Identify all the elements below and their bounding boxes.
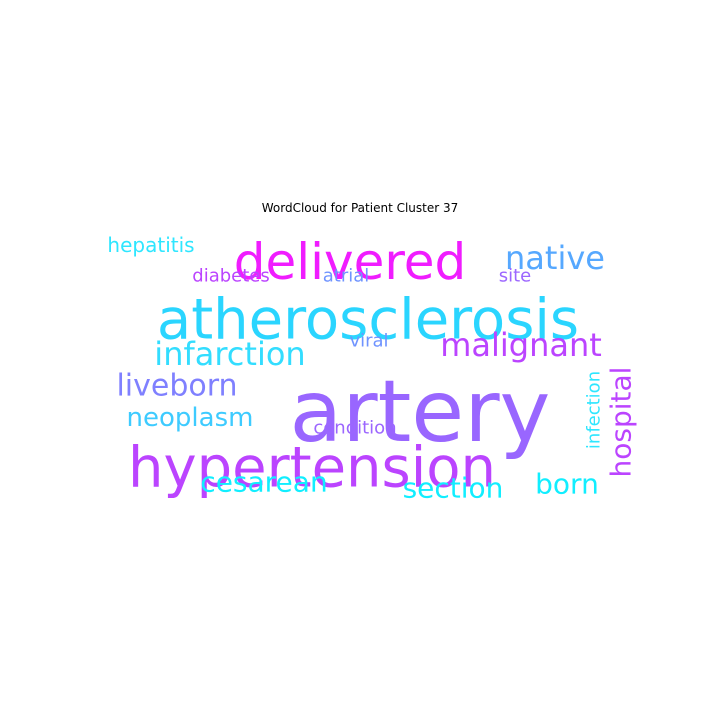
- word-condition: condition: [313, 418, 396, 439]
- word-hypertension: hypertension: [128, 436, 496, 501]
- word-diabetes: diabetes: [192, 266, 269, 287]
- word-delivered: delivered: [234, 233, 467, 291]
- word-viral: viral: [349, 331, 388, 352]
- chart-title: WordCloud for Patient Cluster 37: [261, 201, 459, 215]
- word-native: native: [505, 239, 605, 277]
- word-section: section: [403, 472, 504, 505]
- word-atherosclerosis: atherosclerosis: [157, 288, 579, 353]
- word-site: site: [499, 266, 532, 287]
- word-liveborn: liveborn: [116, 369, 237, 404]
- word-neoplasm: neoplasm: [127, 403, 254, 433]
- word-cesarean: cesarean: [200, 466, 327, 499]
- word-born: born: [535, 468, 599, 501]
- word-atrial: atrial: [323, 266, 370, 287]
- word-malignant: malignant: [440, 326, 602, 364]
- word-infection: infection: [584, 371, 605, 449]
- word-hepatitis: hepatitis: [107, 233, 194, 257]
- word-artery: artery: [290, 362, 551, 462]
- word-infarction: infarction: [154, 335, 305, 373]
- word-hospital: hospital: [605, 367, 638, 478]
